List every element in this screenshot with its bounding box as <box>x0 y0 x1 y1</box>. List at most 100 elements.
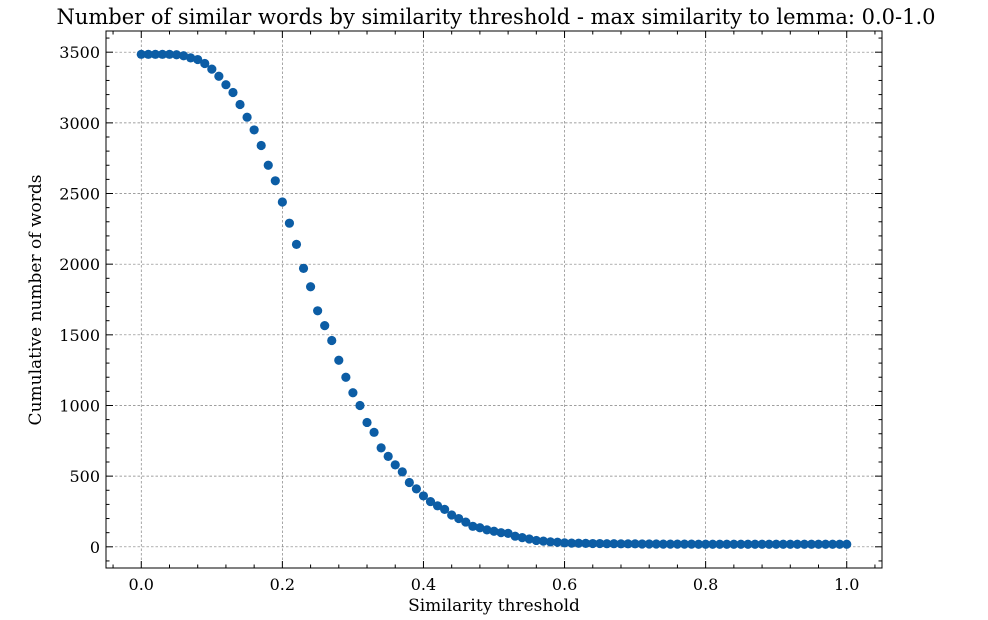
data-points <box>136 49 852 549</box>
data-point <box>588 538 598 549</box>
x-tick-label: 0.8 <box>693 575 718 594</box>
x-tick-label: 0.2 <box>270 575 295 594</box>
data-point <box>171 50 182 60</box>
data-point <box>277 197 287 207</box>
data-point <box>334 355 344 365</box>
data-point <box>179 51 189 61</box>
data-point <box>679 539 690 549</box>
data-point <box>503 528 513 538</box>
data-point <box>355 400 365 411</box>
data-point <box>651 539 661 549</box>
data-point <box>715 539 725 549</box>
data-point <box>249 125 259 135</box>
axis-ticks <box>106 31 882 568</box>
data-point <box>298 263 309 274</box>
data-point <box>567 538 577 548</box>
data-point <box>432 501 443 511</box>
data-point <box>616 539 626 549</box>
data-point <box>411 484 421 494</box>
data-point <box>468 521 478 531</box>
data-point <box>842 539 852 549</box>
data-point <box>341 372 351 382</box>
data-point <box>369 427 379 437</box>
y-tick-label: 3000 <box>59 114 100 133</box>
data-point <box>263 160 273 170</box>
data-point <box>348 388 358 398</box>
y-tick-label: 1000 <box>59 396 100 415</box>
data-point <box>193 54 203 65</box>
data-point <box>750 539 760 549</box>
data-point <box>235 99 245 110</box>
y-tick-labels: 0 500 1000 1500 2000 2500 3000 3500 <box>59 43 100 557</box>
data-point <box>150 49 160 59</box>
data-point <box>228 87 238 98</box>
y-tick-label: 3500 <box>59 43 100 62</box>
data-point <box>214 71 224 81</box>
data-point <box>581 538 591 549</box>
data-point <box>496 528 506 538</box>
data-point <box>672 539 683 549</box>
y-axis-label: Cumulative number of words <box>26 175 46 426</box>
data-point <box>164 49 175 59</box>
data-point <box>813 539 824 549</box>
data-point <box>461 517 471 527</box>
data-point <box>440 504 450 514</box>
data-point <box>799 539 810 549</box>
data-point <box>665 539 675 549</box>
data-point <box>383 451 393 461</box>
data-point <box>771 539 781 549</box>
x-tick-label: 1.0 <box>834 575 859 594</box>
data-point <box>475 523 485 533</box>
data-point <box>524 534 534 544</box>
data-point <box>397 467 407 477</box>
data-point <box>708 539 718 549</box>
data-point <box>644 539 654 549</box>
data-point <box>552 537 563 547</box>
x-tick-label: 0.0 <box>129 575 154 594</box>
data-point <box>743 539 753 549</box>
data-point <box>595 538 605 549</box>
data-point <box>517 533 527 543</box>
data-point <box>729 539 739 549</box>
data-point <box>305 282 316 292</box>
data-point <box>454 513 464 524</box>
data-point <box>686 539 697 549</box>
data-point <box>327 335 337 346</box>
data-point <box>157 49 168 59</box>
data-point <box>313 306 323 316</box>
y-tick-label: 2000 <box>59 255 100 274</box>
x-tick-label: 0.4 <box>411 575 436 594</box>
data-point <box>736 539 746 549</box>
x-tick-label: 0.6 <box>552 575 577 594</box>
data-point <box>602 539 612 549</box>
data-point <box>559 538 570 548</box>
data-point <box>835 539 845 549</box>
data-point <box>362 417 372 428</box>
data-point <box>143 49 153 59</box>
data-point <box>291 239 302 249</box>
data-point <box>701 539 711 549</box>
data-point <box>828 539 838 549</box>
data-point <box>806 539 817 549</box>
data-point <box>757 539 767 549</box>
data-point <box>637 539 647 549</box>
data-point <box>510 531 520 541</box>
data-point <box>418 491 429 501</box>
data-point <box>778 539 788 549</box>
data-point <box>242 112 252 122</box>
data-point <box>256 140 266 151</box>
data-point <box>207 64 217 74</box>
data-point <box>270 176 280 186</box>
data-point <box>284 218 295 228</box>
chart-title: Number of similar words by similarity th… <box>56 5 935 29</box>
data-point <box>221 80 231 90</box>
data-point <box>574 538 584 548</box>
y-tick-label: 2500 <box>59 185 100 204</box>
data-point <box>545 537 556 547</box>
data-point <box>531 535 541 546</box>
data-point <box>320 321 330 331</box>
data-point <box>404 477 414 488</box>
data-point <box>425 496 436 507</box>
x-axis-label: Similarity threshold <box>408 596 580 616</box>
data-point <box>609 539 619 549</box>
